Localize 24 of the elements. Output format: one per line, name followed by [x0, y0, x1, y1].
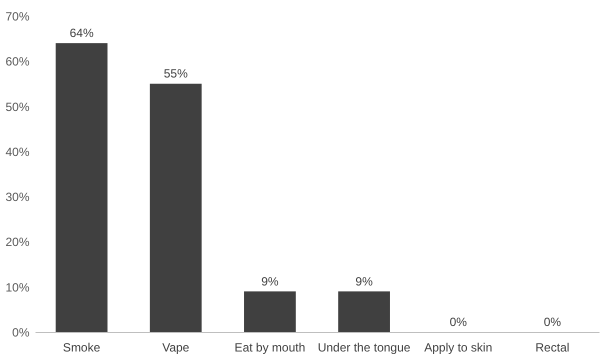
y-tick-label: 0% [12, 326, 30, 340]
y-tick-label: 60% [5, 54, 30, 69]
x-tick-label: Rectal [535, 340, 570, 354]
y-tick-label: 50% [5, 100, 30, 114]
y-tick-label: 10% [5, 280, 30, 294]
y-tick-label: 30% [5, 190, 30, 204]
data-label: 0% [450, 315, 468, 329]
data-label: 64% [70, 26, 94, 40]
y-tick-label: 20% [5, 235, 30, 250]
x-tick-label: Eat by mouth [234, 340, 306, 354]
bar [56, 43, 108, 332]
x-tick-label: Smoke [62, 340, 101, 354]
bar [338, 291, 390, 332]
bar [150, 84, 202, 332]
data-label: 0% [544, 315, 562, 329]
bar [244, 291, 296, 332]
y-tick-label: 70% [5, 10, 30, 24]
x-tick-label: Apply to skin [424, 340, 492, 354]
x-tick-label: Under the tongue [318, 340, 411, 354]
x-tick-label: Vape [162, 340, 190, 354]
y-tick-label: 40% [5, 144, 30, 159]
data-label: 55% [164, 66, 188, 81]
data-label: 9% [261, 274, 279, 288]
data-label: 9% [355, 274, 374, 288]
